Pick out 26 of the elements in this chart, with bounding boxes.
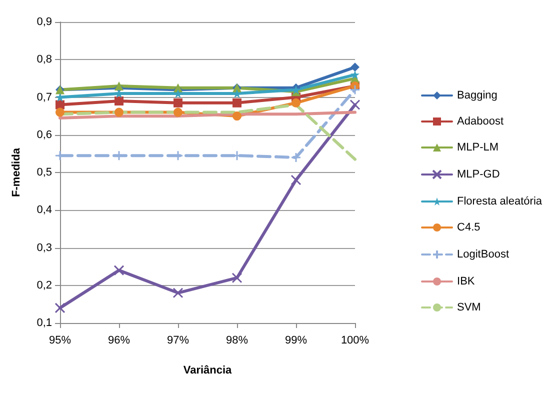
y-tick-label: 0,1 xyxy=(36,317,52,329)
y-tick-label: 0,8 xyxy=(36,54,52,66)
legend-label: MLP-LM xyxy=(457,142,499,154)
legend-label: LogitBoost xyxy=(457,248,509,260)
legend-label: MLP-GD xyxy=(457,168,500,180)
y-tick-label: 0,3 xyxy=(36,242,52,254)
legend-label: Bagging xyxy=(457,90,498,102)
y-tick-label: 0,7 xyxy=(36,91,52,104)
x-tick-label: 97% xyxy=(166,334,190,346)
y-tick-label: 0,2 xyxy=(36,279,52,292)
y-tick-label: 0,6 xyxy=(36,128,52,141)
x-tick-label: 100% xyxy=(340,334,370,346)
legend-label: IBK xyxy=(457,276,476,288)
x-tick-label: 96% xyxy=(108,334,130,346)
x-tick-label: 95% xyxy=(48,334,72,346)
legend-label: Adaboost xyxy=(457,116,504,128)
legend-label: C4.5 xyxy=(457,222,480,234)
y-tick-label: 0,5 xyxy=(36,166,52,178)
legend-label: Floresta aleatória xyxy=(457,196,543,208)
y-axis-title: F-medida xyxy=(10,147,22,197)
x-tick-label: 99% xyxy=(284,334,308,346)
x-tick-label: 98% xyxy=(226,334,248,346)
legend-label: SVM xyxy=(457,302,481,314)
x-axis-title: Variância xyxy=(183,364,233,376)
y-tick-label: 0,4 xyxy=(36,204,52,216)
y-tick-label: 0,9 xyxy=(36,16,52,28)
